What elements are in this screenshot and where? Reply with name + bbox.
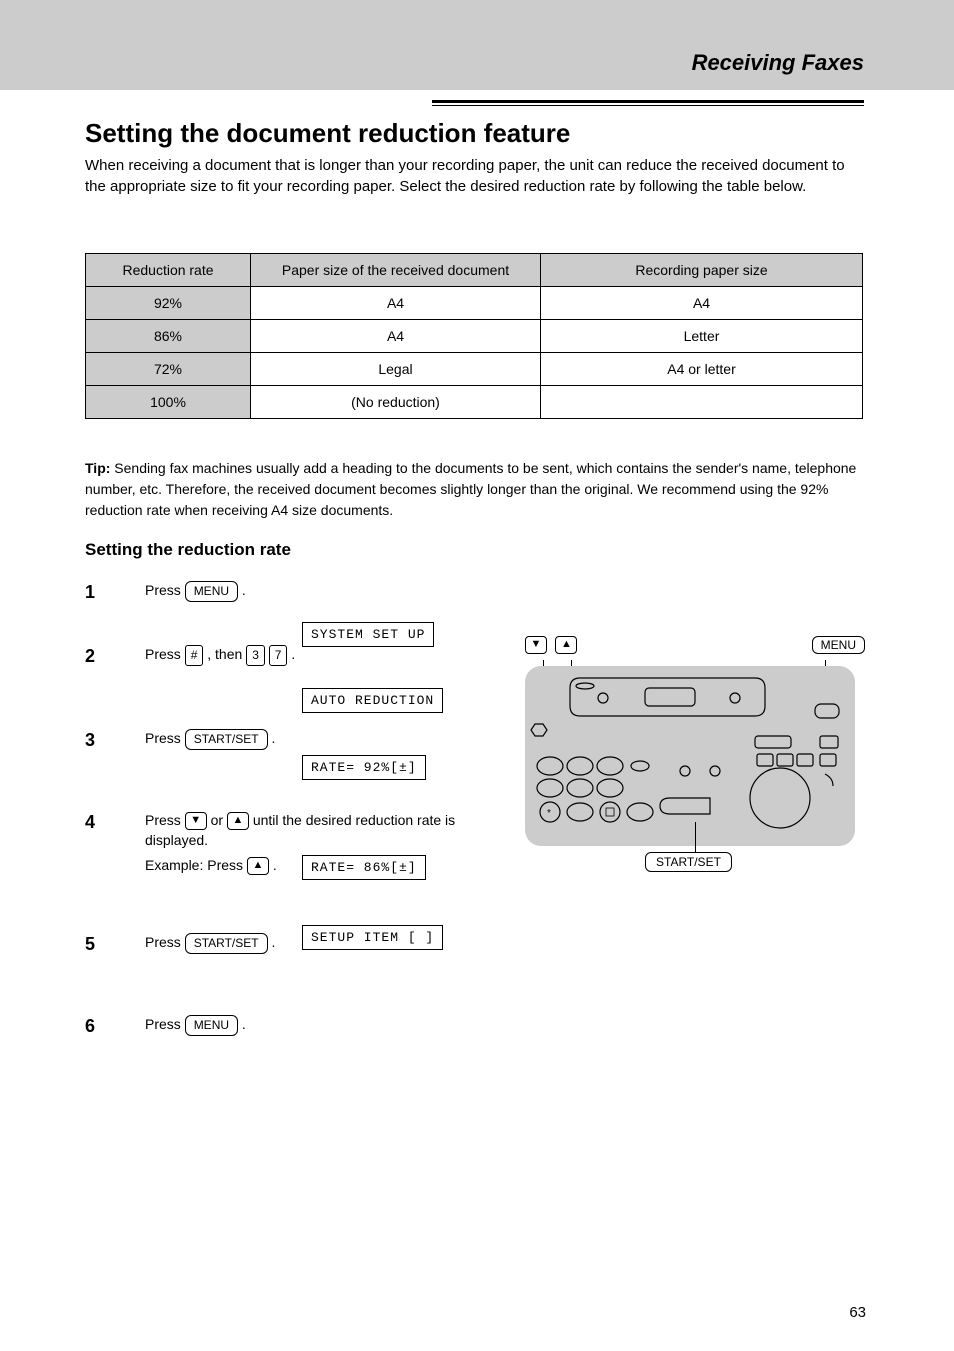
- table-row: 86% A4 Letter: [86, 320, 863, 353]
- reduction-table: Reduction rate Paper size of the receive…: [85, 253, 863, 419]
- step-item: 4 Press ▼ or ▲ until the desired reducti…: [85, 810, 495, 910]
- page-number: 63: [849, 1304, 866, 1321]
- step-number: 1: [85, 582, 95, 603]
- leader-line: [695, 822, 696, 852]
- table-row: 92% A4 A4: [86, 287, 863, 320]
- digit-button: 7: [269, 645, 288, 666]
- table-cell: Legal: [251, 353, 541, 386]
- step-number: 4: [85, 812, 95, 833]
- menu-button: MENU: [185, 581, 238, 602]
- table-cell: 86%: [86, 320, 251, 353]
- menu-button: MENU: [185, 1015, 238, 1036]
- table-cell: A4: [251, 287, 541, 320]
- table-cell: A4: [541, 287, 863, 320]
- table-cell: Letter: [541, 320, 863, 353]
- step-text: .: [242, 1016, 246, 1032]
- step-text: Press: [145, 730, 185, 746]
- intro-paragraph: When receiving a document that is longer…: [85, 155, 865, 197]
- digit-button: 3: [246, 645, 265, 666]
- down-arrow-button: ▼: [185, 812, 207, 830]
- table-row: 100% (No reduction): [86, 386, 863, 419]
- table-cell: 72%: [86, 353, 251, 386]
- step-text: Press: [145, 934, 185, 950]
- step-item: 3 Press START/SET .: [85, 728, 495, 788]
- table-header-cell: Recording paper size: [541, 254, 863, 287]
- table-header-cell: Paper size of the received document: [251, 254, 541, 287]
- startset-label: START/SET: [645, 852, 732, 872]
- panel-body: *: [525, 666, 855, 846]
- lcd-display: RATE= 86%[±]: [302, 855, 426, 880]
- tip-label: Tip:: [85, 460, 110, 476]
- step-text: .: [271, 730, 275, 746]
- step-text: .: [271, 934, 275, 950]
- step-text: Press: [145, 812, 185, 828]
- tip-text: Sending fax machines usually add a headi…: [85, 460, 856, 518]
- hash-button: #: [185, 645, 204, 666]
- table-header-row: Reduction rate Paper size of the receive…: [86, 254, 863, 287]
- up-arrow-button: ▲: [227, 812, 249, 830]
- startset-button: START/SET: [185, 933, 268, 954]
- step-number: 2: [85, 646, 95, 667]
- control-panel-illustration: ▼ ▲ MENU: [525, 636, 865, 846]
- step-text: .: [291, 646, 295, 662]
- menu-label: MENU: [812, 636, 865, 654]
- table-cell: [541, 386, 863, 419]
- panel-callout-top: ▼ ▲ MENU: [525, 636, 865, 662]
- tip-paragraph: Tip: Sending fax machines usually add a …: [85, 458, 865, 521]
- down-arrow-icon: ▼: [525, 636, 547, 654]
- step-item: 6 Press MENU .: [85, 1014, 495, 1056]
- header-band: [0, 0, 954, 90]
- table-header-cell: Reduction rate: [86, 254, 251, 287]
- up-arrow-button: ▲: [247, 857, 269, 875]
- startset-button: START/SET: [185, 729, 268, 750]
- subsection-heading: Setting the reduction rate: [85, 540, 291, 560]
- step-text: .: [242, 582, 246, 598]
- header-rule: [432, 100, 864, 106]
- step-number: 5: [85, 934, 95, 955]
- steps-list: 1 Press MENU . 2 Press # , then 3 7 . 3 …: [85, 580, 495, 1078]
- lcd-display: RATE= 92%[±]: [302, 755, 426, 780]
- table-row: 72% Legal A4 or letter: [86, 353, 863, 386]
- lcd-display: SETUP ITEM [ ]: [302, 925, 443, 950]
- panel-svg: *: [525, 666, 855, 846]
- up-arrow-icon: ▲: [555, 636, 577, 654]
- step-text: Press: [145, 1016, 185, 1032]
- step-text: Press: [145, 646, 185, 662]
- table-cell: A4 or letter: [541, 353, 863, 386]
- step-number: 6: [85, 1016, 95, 1037]
- step-item: 1 Press MENU .: [85, 580, 495, 622]
- page-title: Setting the document reduction feature: [85, 118, 570, 149]
- step-number: 3: [85, 730, 95, 751]
- table-cell: (No reduction): [251, 386, 541, 419]
- step-text: or: [211, 812, 227, 828]
- table-cell: A4: [251, 320, 541, 353]
- step-text: , then: [207, 646, 246, 662]
- table-cell: 100%: [86, 386, 251, 419]
- table-cell: 92%: [86, 287, 251, 320]
- step-text: Press: [145, 582, 185, 598]
- lcd-display: SYSTEM SET UP: [302, 622, 434, 647]
- step-text: .: [273, 857, 277, 873]
- lcd-display: AUTO REDUCTION: [302, 688, 443, 713]
- section-title: Receiving Faxes: [692, 50, 864, 76]
- step-text: Example: Press: [145, 857, 247, 873]
- svg-text:*: *: [547, 808, 551, 819]
